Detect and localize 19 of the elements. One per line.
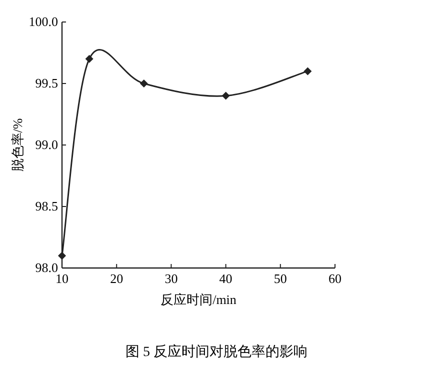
caption: 图 5 反应时间对脱色率的影响	[126, 344, 308, 360]
x-tick-label: 20	[110, 271, 124, 286]
y-tick-label: 100.0	[28, 14, 58, 29]
x-tick-label: 10	[56, 271, 68, 286]
y-tick-label: 98.5	[35, 198, 58, 214]
point	[58, 252, 66, 260]
y-axis-title: 脱色率/%	[10, 118, 25, 172]
y-tick-label: 99.0	[35, 137, 58, 152]
point	[304, 67, 312, 76]
x-tick-label: 30	[164, 271, 178, 286]
point	[222, 92, 230, 100]
y-tick-label: 98.0	[35, 260, 58, 275]
x-tick-label: 50	[274, 271, 287, 286]
point	[140, 80, 148, 88]
x-axis-title: 反应时间/min	[160, 292, 237, 307]
x-tick-label: 40	[219, 271, 232, 286]
y-tick-label: 99.5	[35, 76, 58, 90]
x-tick-label: 60	[328, 271, 342, 286]
point	[85, 54, 94, 63]
